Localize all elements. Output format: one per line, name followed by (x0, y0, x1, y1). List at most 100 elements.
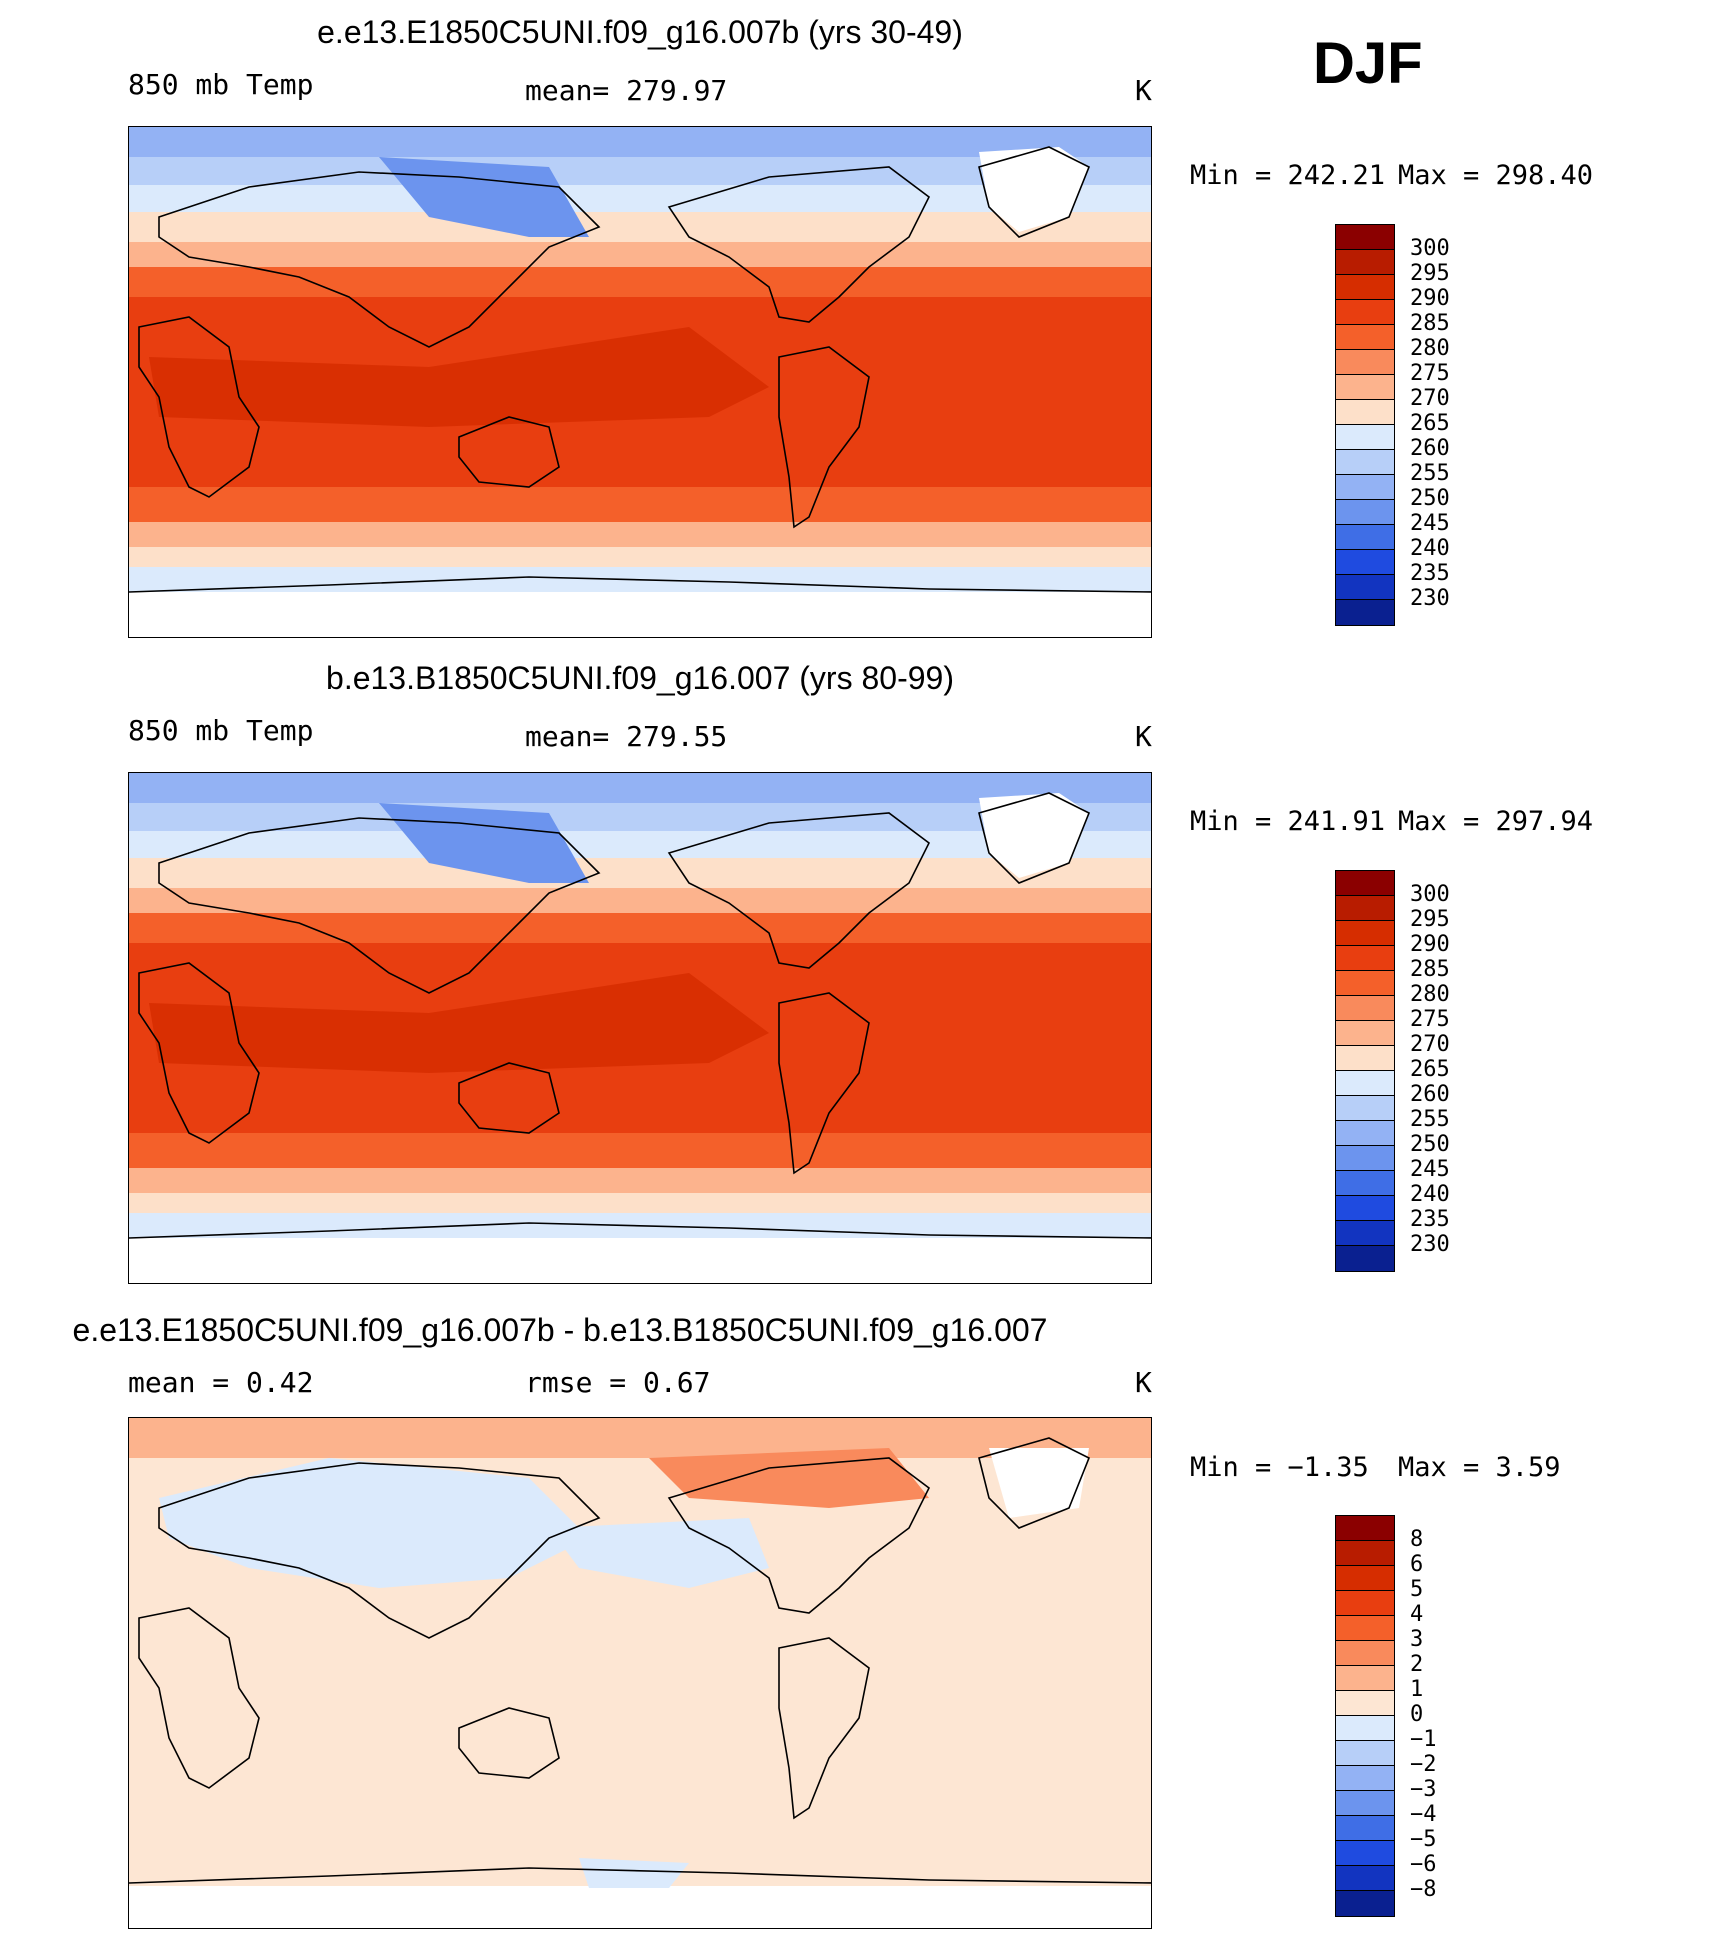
colorbar-swatch (1336, 1071, 1394, 1096)
panel-1-min-label: Min = 242.21 (1190, 160, 1386, 191)
colorbar-swatch (1336, 400, 1394, 425)
colorbar-tick-label: 250 (1410, 1132, 1450, 1157)
colorbar-swatch (1336, 1641, 1394, 1666)
panel-3-mean-label: mean = 0.42 (128, 1366, 314, 1399)
colorbar-swatch (1336, 1096, 1394, 1121)
map-field (129, 1418, 1151, 1928)
colorbar-tick-label: −2 (1410, 1752, 1437, 1777)
colorbar-tick-label: 285 (1410, 311, 1450, 336)
panel-1-variable-label: 850 mb Temp (128, 68, 314, 101)
colorbar-swatch (1336, 1666, 1394, 1691)
colorbar-tick-label: 265 (1410, 1057, 1450, 1082)
colorbar-tick-label: 4 (1410, 1602, 1424, 1627)
panel-1-unit: K (1135, 74, 1152, 107)
colorbar-tick-label: 245 (1410, 1157, 1450, 1182)
colorbar-tick-label: 280 (1410, 336, 1450, 361)
panel-3-unit: K (1135, 1366, 1152, 1399)
panel-2-map (128, 772, 1152, 1284)
colorbar-swatch (1336, 550, 1394, 575)
colorbar-swatch (1336, 1816, 1394, 1841)
panel-1-mean-label: mean= 279.97 (525, 74, 728, 107)
colorbar-swatch (1336, 871, 1394, 896)
colorbar-tick-label: 0 (1410, 1702, 1424, 1727)
panel-1-max-label: Max = 298.40 (1398, 160, 1594, 191)
colorbar-swatch (1336, 475, 1394, 500)
colorbar-tick-label: 8 (1410, 1527, 1424, 1552)
panel-3-colorbar (1335, 1515, 1395, 1917)
colorbar-tick-label: −3 (1410, 1777, 1437, 1802)
map-field (129, 127, 1151, 637)
colorbar-swatch (1336, 1566, 1394, 1591)
panel-1-colorbar (1335, 224, 1395, 626)
colorbar-swatch (1336, 921, 1394, 946)
colorbar-tick-label: 240 (1410, 536, 1450, 561)
colorbar-tick-label: 295 (1410, 261, 1450, 286)
colorbar-tick-label: 290 (1410, 286, 1450, 311)
panel-3-map (128, 1417, 1152, 1929)
colorbar-tick-label: 1 (1410, 1677, 1424, 1702)
panel-1-map (128, 126, 1152, 638)
colorbar-swatch (1336, 250, 1394, 275)
colorbar-swatch (1336, 1196, 1394, 1221)
colorbar-tick-label: 265 (1410, 411, 1450, 436)
colorbar-swatch (1336, 946, 1394, 971)
colorbar-swatch (1336, 500, 1394, 525)
colorbar-tick-label: 3 (1410, 1627, 1424, 1652)
colorbar-tick-label: −4 (1410, 1802, 1437, 1827)
colorbar-tick-label: 275 (1410, 361, 1450, 386)
colorbar-swatch (1336, 1171, 1394, 1196)
colorbar-tick-label: 290 (1410, 932, 1450, 957)
colorbar-tick-label: 260 (1410, 1082, 1450, 1107)
colorbar-swatch (1336, 971, 1394, 996)
colorbar-swatch (1336, 1246, 1394, 1271)
colorbar-tick-label: 295 (1410, 907, 1450, 932)
colorbar-tick-label: −8 (1410, 1877, 1437, 1902)
colorbar-tick-label: 280 (1410, 982, 1450, 1007)
colorbar-swatch (1336, 1716, 1394, 1741)
colorbar-swatch (1336, 1121, 1394, 1146)
colorbar-swatch (1336, 1616, 1394, 1641)
colorbar-tick-label: 2 (1410, 1652, 1424, 1677)
colorbar-tick-label: 240 (1410, 1182, 1450, 1207)
colorbar-swatch (1336, 225, 1394, 250)
colorbar-swatch (1336, 1221, 1394, 1246)
panel-2-variable-label: 850 mb Temp (128, 714, 314, 747)
colorbar-tick-label: 275 (1410, 1007, 1450, 1032)
colorbar-tick-label: 245 (1410, 511, 1450, 536)
panel-2-unit: K (1135, 720, 1152, 753)
colorbar-swatch (1336, 1146, 1394, 1171)
colorbar-swatch (1336, 1541, 1394, 1566)
colorbar-swatch (1336, 300, 1394, 325)
colorbar-swatch (1336, 1021, 1394, 1046)
colorbar-tick-label: 230 (1410, 586, 1450, 611)
colorbar-swatch (1336, 525, 1394, 550)
colorbar-tick-label: 260 (1410, 436, 1450, 461)
colorbar-swatch (1336, 275, 1394, 300)
colorbar-swatch (1336, 1691, 1394, 1716)
colorbar-tick-label: 235 (1410, 561, 1450, 586)
colorbar-swatch (1336, 1891, 1394, 1916)
panel-3-min-label: Min = −1.35 (1190, 1452, 1369, 1483)
map-field (129, 773, 1151, 1283)
panel-1-title: e.e13.E1850C5UNI.f09_g16.007b (yrs 30-49… (317, 14, 963, 50)
colorbar-tick-label: 6 (1410, 1552, 1424, 1577)
colorbar-swatch (1336, 425, 1394, 450)
panel-2-max-label: Max = 297.94 (1398, 806, 1594, 837)
colorbar-tick-label: 255 (1410, 1107, 1450, 1132)
panel-3-title: e.e13.E1850C5UNI.f09_g16.007b - b.e13.B1… (72, 1312, 1048, 1348)
colorbar-swatch (1336, 1516, 1394, 1541)
colorbar-swatch (1336, 1766, 1394, 1791)
season-label: DJF (1313, 31, 1423, 96)
panel-3-max-label: Max = 3.59 (1398, 1452, 1561, 1483)
colorbar-swatch (1336, 350, 1394, 375)
colorbar-swatch (1336, 375, 1394, 400)
colorbar-tick-label: −6 (1410, 1852, 1437, 1877)
colorbar-swatch (1336, 1741, 1394, 1766)
colorbar-tick-label: 270 (1410, 1032, 1450, 1057)
panel-2-colorbar (1335, 870, 1395, 1272)
colorbar-tick-label: 300 (1410, 236, 1450, 261)
colorbar-tick-label: −1 (1410, 1727, 1437, 1752)
colorbar-tick-label: 235 (1410, 1207, 1450, 1232)
colorbar-tick-label: 300 (1410, 882, 1450, 907)
colorbar-tick-label: 250 (1410, 486, 1450, 511)
